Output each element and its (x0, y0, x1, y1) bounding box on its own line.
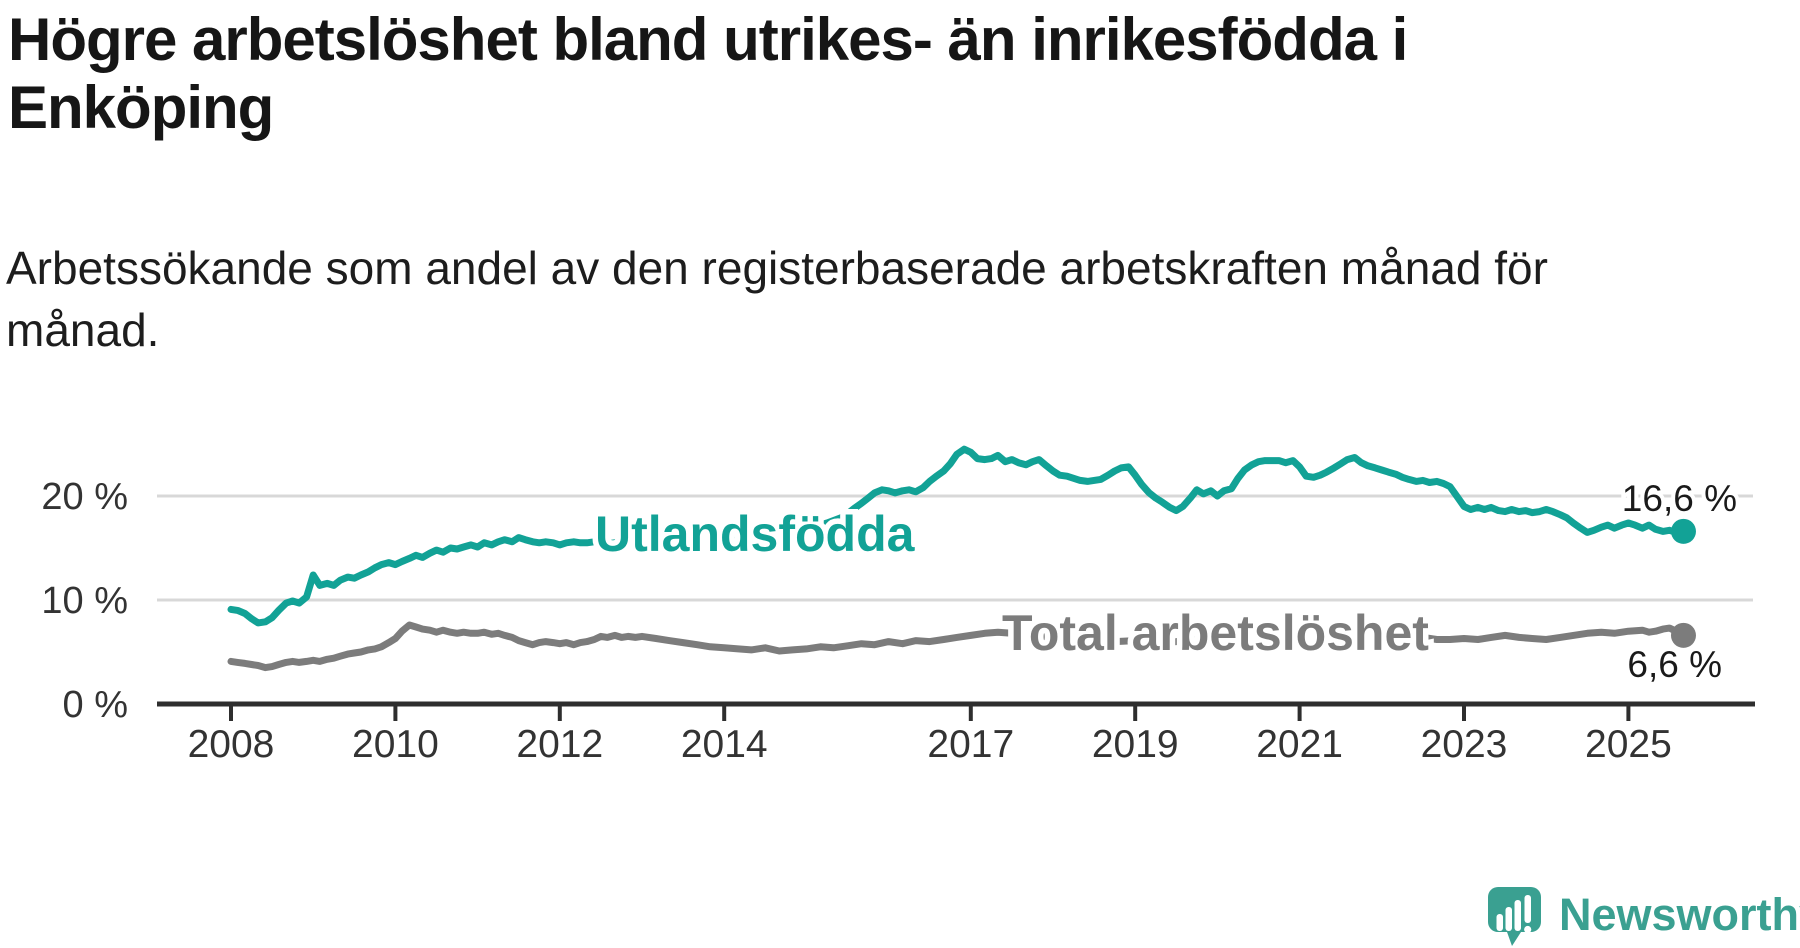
series-inline-label: Total arbetslöshet (1002, 605, 1429, 661)
end-value-label: 16,6 % (1622, 478, 1737, 519)
newsworthy-bubble-icon (1488, 887, 1541, 946)
page-title-line1: Högre arbetslöshet bland utrikes- än inr… (8, 6, 1408, 73)
bar-icon-small (1496, 914, 1503, 931)
x-tick-label: 2019 (1092, 723, 1179, 766)
y-tick-label: 20 % (41, 476, 128, 518)
x-tick-label: 2017 (927, 723, 1014, 766)
x-tick-label: 2012 (516, 723, 603, 766)
page-title-line2: Enköping (8, 74, 274, 141)
series-end-dot (1670, 518, 1696, 544)
bar-icon-medium (1505, 907, 1512, 931)
newsworthy-wordmark: Newsworthy (1559, 889, 1800, 940)
end-value-label: 6,6 % (1627, 644, 1722, 685)
x-tick-label: 2008 (188, 723, 275, 766)
y-tick-label: 0 % (63, 684, 128, 726)
newsworthy-logo: Newsworthy (1488, 880, 1800, 948)
chart-subtitle-line1: Arbetssökande som andel av den registerb… (6, 242, 1548, 294)
series-end-dot (1670, 622, 1696, 648)
chart-subtitle-line2: månad. (6, 304, 160, 356)
x-tick-label: 2014 (681, 723, 768, 766)
exclamation-bar-icon (1524, 895, 1531, 923)
chart-subtitle: Arbetssökande som andel av den registerb… (6, 237, 1786, 361)
exclamation-dot-icon (1524, 925, 1532, 934)
page-title: Högre arbetslöshet bland utrikes- än inr… (8, 6, 1788, 142)
y-tick-label: 10 % (41, 580, 128, 622)
chart-line-utlandsfodda (227, 445, 1687, 627)
x-tick-label: 2021 (1256, 723, 1343, 766)
series-inline-label: Utlandsfödda (595, 506, 916, 562)
x-tick-label: 2025 (1585, 723, 1672, 766)
x-tick-label: 2023 (1421, 723, 1508, 766)
x-tick-label: 2010 (352, 723, 439, 766)
chart-line-total (227, 621, 1687, 672)
bar-icon-large (1514, 900, 1521, 931)
